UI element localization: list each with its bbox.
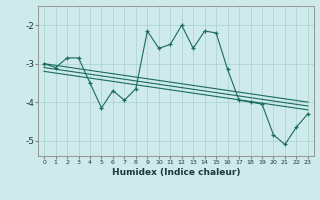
X-axis label: Humidex (Indice chaleur): Humidex (Indice chaleur) [112,168,240,177]
